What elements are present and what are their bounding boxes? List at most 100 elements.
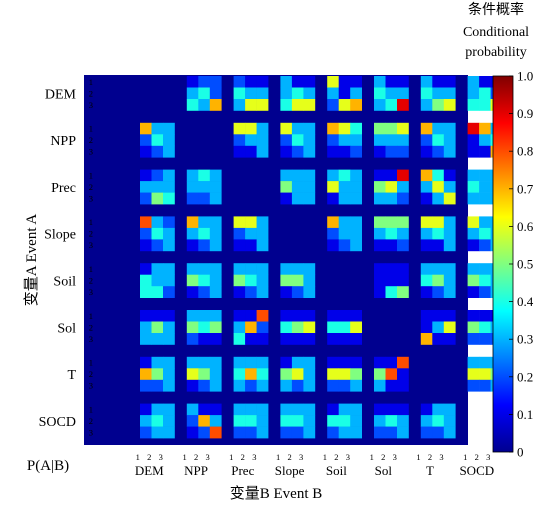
heatmap-cell-sol-npp-1-3 [209, 310, 222, 322]
heatmap-cell-t-socd-3-2 [479, 379, 491, 392]
heatmap-cell-prec-npp-1-1 [186, 169, 199, 182]
heatmap-cell-sol-socd-3-1 [467, 333, 480, 345]
colorbar-tick-label: 0.7 [517, 181, 534, 196]
heatmap-cell-soil-slope-2-1 [280, 274, 293, 287]
heatmap-cell-prec-soil-3-3 [350, 192, 362, 205]
heatmap-cell-t-dem-3-1 [140, 379, 152, 392]
heatmap-cell-soil-t-3-3 [443, 286, 456, 298]
row-level-tick: 3 [89, 240, 93, 250]
column-level-tick: 2 [287, 452, 291, 462]
heatmap-cell-slope-sol-3-2 [385, 239, 398, 252]
heatmap-cell-t-dem-2-3 [163, 368, 175, 381]
row-level-tick: 3 [89, 427, 93, 437]
heatmap-cell-prec-t-3-1 [420, 192, 433, 205]
heatmap-cell-soil-npp-1-3 [209, 263, 222, 275]
heatmap-cell-soil-prec-3-3 [256, 286, 269, 298]
colorbar-title-line-3: probability [465, 45, 526, 60]
heatmap-cell-sol-npp-3-3 [209, 333, 222, 345]
heatmap-cell-sol-t-2-1 [420, 321, 433, 334]
heatmap-cell-dem-socd-2-2 [479, 87, 491, 100]
column-level-tick: 1 [229, 452, 233, 462]
colorbar-tick-label: 0.6 [517, 219, 534, 234]
heatmap-cell-soil-socd-2-1 [467, 274, 480, 287]
heatmap-cell-dem-socd-3-1 [467, 99, 480, 111]
row-label-socd: SOCD [39, 415, 76, 430]
heatmap-cell-prec-dem-1-1 [140, 169, 152, 182]
heatmap-cell-soil-sol-1-1 [374, 263, 386, 275]
heatmap-cell-socd-soil-2-3 [350, 415, 362, 427]
heatmap-cell-prec-sol-1-1 [374, 169, 386, 182]
heatmap-cell-socd-dem-2-1 [140, 415, 152, 427]
heatmap-cell-prec-slope-1-1 [280, 169, 293, 182]
heatmap-cell-dem-prec-3-1 [233, 99, 246, 111]
heatmap-cell-soil-slope-2-2 [291, 274, 304, 287]
row-level-tick: 1 [89, 77, 93, 87]
heatmap-cell-npp-t-3-1 [420, 145, 433, 158]
heatmap-cell-sol-slope-2-1 [280, 321, 293, 334]
heatmap-cell-slope-dem-1-2 [151, 216, 164, 229]
row-level-tick: 3 [89, 287, 93, 297]
heatmap-cell-t-npp-3-2 [198, 379, 211, 392]
heatmap-cell-slope-npp-3-1 [186, 239, 199, 252]
heatmap-cell-slope-socd-2-2 [479, 227, 491, 240]
heatmap-cell-t-soil-3-1 [327, 379, 339, 392]
heatmap-cell-sol-soil-2-3 [350, 321, 362, 334]
heatmap-cell-prec-slope-3-3 [303, 192, 316, 205]
heatmap-cell-sol-npp-2-2 [198, 321, 211, 334]
heatmap-cell-npp-socd-1-2 [479, 122, 491, 135]
heatmap-cell-npp-dem-3-3 [163, 145, 175, 158]
heatmap-cell-sol-socd-1-1 [467, 310, 480, 322]
row-level-tick: 1 [89, 217, 93, 227]
heatmap-cell-soil-prec-1-1 [233, 263, 246, 275]
heatmap-cell-npp-socd-2-2 [479, 134, 491, 147]
heatmap-cell-socd-soil-3-2 [338, 426, 351, 439]
column-level-tick: 2 [428, 452, 432, 462]
column-label-npp: NPP [184, 463, 208, 478]
heatmap-cell-slope-soil-3-1 [327, 239, 339, 252]
heatmap-cell-sol-soil-1-3 [350, 310, 362, 322]
heatmap-cell-socd-dem-1-3 [163, 403, 175, 416]
row-level-tick: 1 [89, 404, 93, 414]
heatmap-cell-t-socd-2-1 [467, 368, 480, 381]
heatmap-cell-prec-socd-3-1 [467, 192, 480, 205]
heatmap-cell-npp-soil-2-1 [327, 134, 339, 147]
heatmap-cell-t-slope-3-3 [303, 379, 316, 392]
heatmap-cell-prec-soil-3-1 [327, 192, 339, 205]
heatmap-cell-soil-socd-1-1 [467, 263, 480, 275]
heatmap-cell-prec-socd-1-1 [467, 169, 480, 182]
colorbar-tick-label: 0.9 [517, 106, 533, 121]
heatmap-cell-socd-npp-1-1 [186, 403, 199, 416]
heatmap-cell-sol-prec-2-2 [245, 321, 257, 334]
heatmap-cell-soil-prec-2-3 [256, 274, 269, 287]
heatmap-cell-prec-dem-2-1 [140, 181, 152, 193]
heatmap-cell-prec-soil-2-3 [350, 181, 362, 193]
colorbar-tick-label: 0.8 [517, 144, 533, 159]
column-level-tick: 1 [276, 452, 280, 462]
heatmap-cell-dem-prec-2-2 [245, 87, 257, 100]
heatmap-cell-npp-prec-3-3 [256, 145, 269, 158]
heatmap-cell-npp-socd-1-1 [467, 122, 480, 135]
heatmap-cell-npp-dem-3-2 [151, 145, 164, 158]
heatmap-cell-dem-prec-1-1 [233, 76, 246, 88]
heatmap-cell-slope-socd-1-2 [479, 216, 491, 229]
heatmap-cell-t-prec-3-2 [245, 379, 257, 392]
heatmap-cell-prec-sol-1-2 [385, 169, 398, 182]
heatmap-cell-dem-socd-1-2 [479, 76, 491, 88]
heatmap-cell-socd-slope-2-1 [280, 415, 293, 427]
heatmap-cell-t-prec-2-1 [233, 368, 246, 381]
heatmap-cell-dem-prec-2-1 [233, 87, 246, 100]
heatmap-cell-slope-sol-1-2 [385, 216, 398, 229]
heatmap-cell-npp-dem-2-3 [163, 134, 175, 147]
heatmap-cell-dem-soil-1-3 [350, 76, 362, 88]
heatmap-cell-sol-dem-3-3 [163, 333, 175, 345]
heatmap-cell-socd-slope-3-1 [280, 426, 293, 439]
heatmap-cell-sol-dem-2-2 [151, 321, 164, 334]
column-label-prec: Prec [231, 463, 254, 478]
row-level-tick: 1 [89, 170, 93, 180]
heatmap-cell-npp-t-1-3 [443, 122, 456, 135]
heatmap-cell-npp-soil-1-2 [338, 122, 351, 135]
heatmap-cell-prec-t-3-3 [443, 192, 456, 205]
heatmap-cell-slope-npp-1-3 [209, 216, 222, 229]
heatmap-cell-sol-npp-3-1 [186, 333, 199, 345]
row-level-tick: 3 [89, 334, 93, 344]
